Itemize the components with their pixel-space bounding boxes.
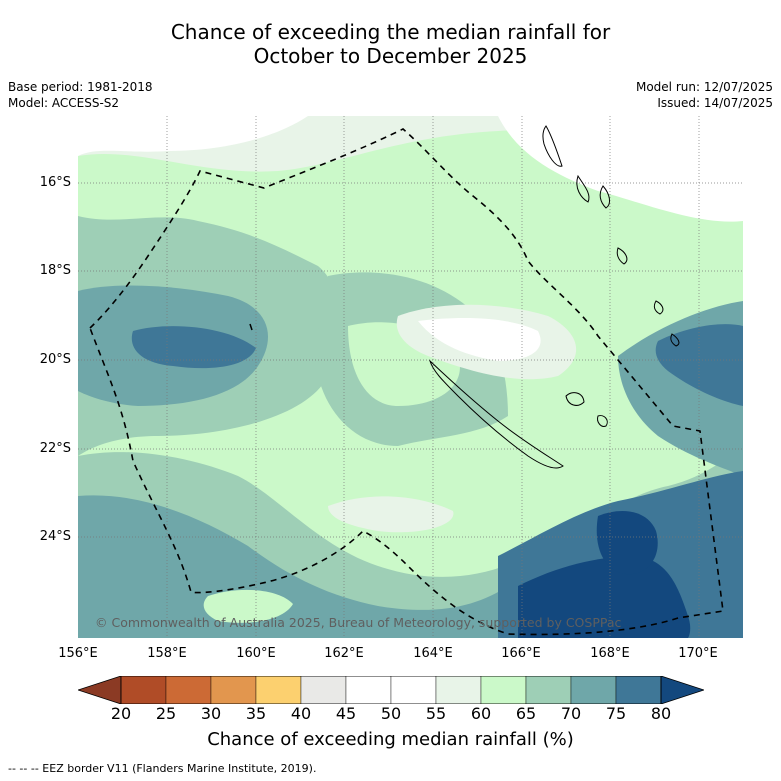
lat-label-18s: 18°S <box>39 263 71 278</box>
vanuatu-coast-3 <box>599 185 611 209</box>
colorbar-segment <box>480 676 527 704</box>
zone-55-60-south <box>328 496 454 533</box>
map-svg <box>78 116 743 638</box>
zone-60-65-southwest <box>203 589 293 623</box>
colorbar-segment <box>120 676 167 704</box>
base-period: Base period: 1981-2018 <box>8 80 153 94</box>
lat-label-20s: 20°S <box>39 352 71 367</box>
issued-date: Issued: 14/07/2025 <box>657 96 773 110</box>
colorbar <box>78 676 704 704</box>
vanuatu-coast-2 <box>576 174 590 203</box>
zone-50-55-north-nc <box>418 318 541 361</box>
lat-label-24s: 24°S <box>39 529 71 544</box>
colorbar-tick-label: 75 <box>605 704 627 723</box>
vanuatu-coast-1 <box>542 125 563 167</box>
colorbar-tick-label: 50 <box>380 704 402 723</box>
colorbar-title: Chance of exceeding median rainfall (%) <box>207 729 574 750</box>
model-run: Model run: 12/07/2025 <box>635 80 773 94</box>
colorbar-segment <box>525 676 572 704</box>
colorbar-segment <box>255 676 302 704</box>
colorbar-tick-label: 35 <box>245 704 267 723</box>
meta-right: Model run: 12/07/2025 Issued: 14/07/2025 <box>636 79 773 111</box>
model-name: Model: ACCESS-S2 <box>8 96 120 110</box>
colorbar-extend-high <box>660 676 704 704</box>
colorbar-segment <box>210 676 257 704</box>
colorbar-tick-label: 60 <box>470 704 492 723</box>
ouvea-coast <box>597 415 608 427</box>
colorbar-segment <box>615 676 662 704</box>
colorbar-tick-label: 45 <box>335 704 357 723</box>
copyright-credit: © Commonwealth of Australia 2025, Bureau… <box>95 615 622 630</box>
colorbar-tick-label: 20 <box>110 704 132 723</box>
meta-left: Base period: 1981-2018 Model: ACCESS-S2 <box>8 79 153 111</box>
lon-label-158e: 158°E <box>147 646 187 661</box>
zone-75-80-west <box>131 326 256 369</box>
colorbar-segment <box>435 676 482 704</box>
vanuatu-coast-4 <box>616 247 628 265</box>
colorbar-extend-low <box>78 676 122 704</box>
colorbar-tick-label: 40 <box>290 704 312 723</box>
colorbar-segment <box>570 676 617 704</box>
title-line-1: Chance of exceeding the median rainfall … <box>170 20 611 44</box>
colorbar-segment <box>345 676 392 704</box>
title-line-2: October to December 2025 <box>253 44 528 68</box>
gridlines <box>78 116 743 638</box>
lat-label-22s: 22°S <box>39 441 71 456</box>
new-caledonia-coast <box>428 359 564 469</box>
lon-label-164e: 164°E <box>413 646 453 661</box>
colorbar-tick-label: 55 <box>425 704 447 723</box>
zone-50-55-northwest <box>78 116 308 156</box>
eez-border-line <box>89 128 724 636</box>
zone-80-plus-southeast <box>518 556 691 638</box>
map-title: Chance of exceeding the median rainfall … <box>0 20 781 68</box>
zone-50-55-northeast <box>498 116 743 222</box>
zone-80-plus-east <box>596 511 658 575</box>
loyalty-islands-coast <box>565 392 585 406</box>
lon-label-160e: 160°E <box>236 646 276 661</box>
lon-label-166e: 166°E <box>501 646 541 661</box>
island-coast-6 <box>670 333 680 347</box>
colorbar-segment <box>390 676 437 704</box>
colorbar-tick-label: 25 <box>155 704 177 723</box>
lon-label-156e: 156°E <box>58 646 98 661</box>
lon-label-168e: 168°E <box>590 646 630 661</box>
rainfall-map: © Commonwealth of Australia 2025, Bureau… <box>78 116 743 638</box>
small-island-coast <box>249 323 253 331</box>
eez-legend: -- -- -- EEZ border V11 (Flanders Marine… <box>8 762 317 775</box>
lon-label-162e: 162°E <box>324 646 364 661</box>
colorbar-tick-label: 65 <box>515 704 537 723</box>
colorbar-segment <box>300 676 347 704</box>
vanuatu-coast-5 <box>653 300 664 315</box>
colorbar-tick-label: 70 <box>560 704 582 723</box>
colorbar-tick-label: 80 <box>650 704 672 723</box>
colorbar-segments <box>78 676 704 704</box>
colorbar-frame <box>120 676 662 704</box>
lat-label-16s: 16°S <box>39 175 71 190</box>
colorbar-tick-label: 30 <box>200 704 222 723</box>
colorbar-segment <box>165 676 212 704</box>
lon-label-170e: 170°E <box>678 646 718 661</box>
